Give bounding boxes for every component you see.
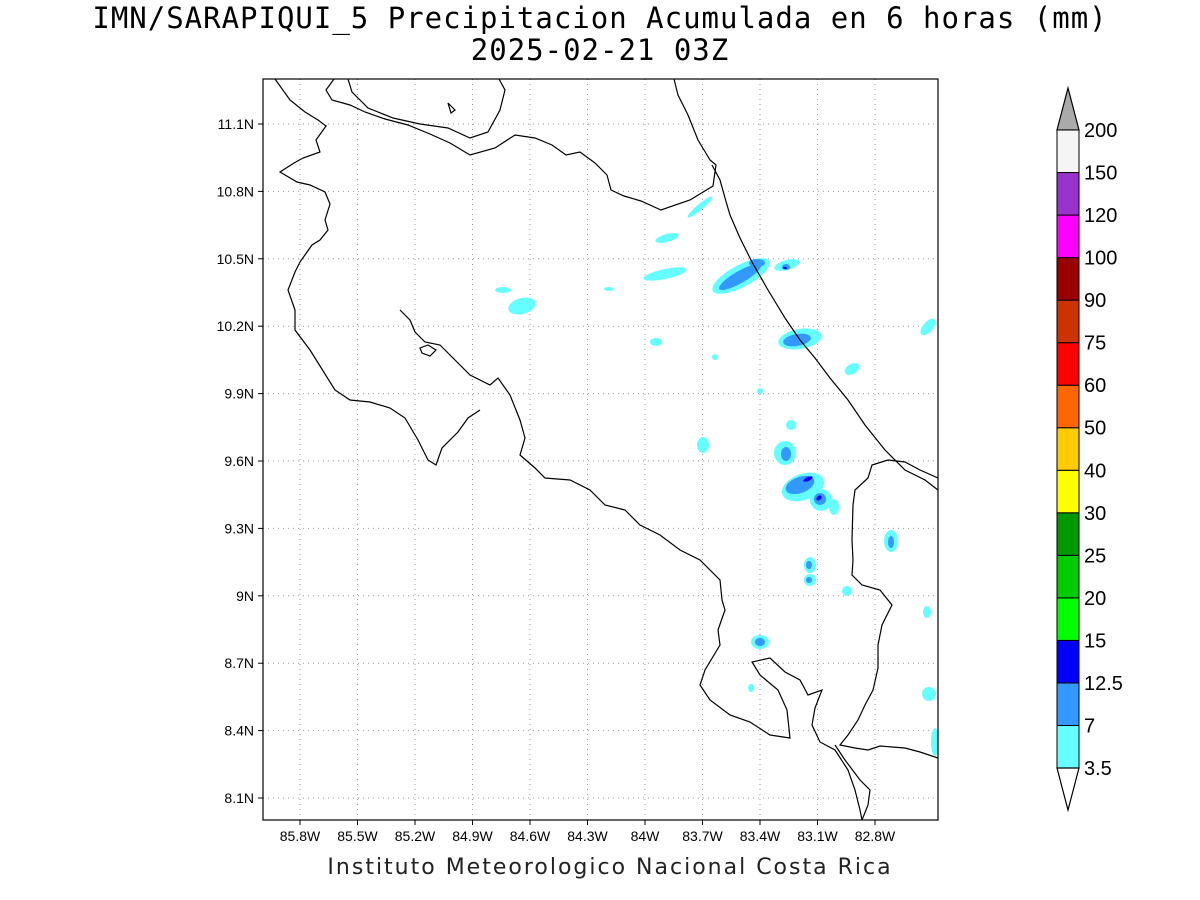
colorbar-legend: 3.5 7 12.5 15 20 25 30 40 50 60 75 90 100 120 150 200 xyxy=(1056,85,1123,813)
colorbar-swatch xyxy=(1056,129,1080,174)
colorbar-level-label: 60 xyxy=(1084,375,1106,397)
colorbar-swatch xyxy=(1056,342,1080,386)
y-tick-label: 11.1N xyxy=(218,116,254,132)
longitude-axis: 85.8W 85.5W 85.2W 84.9W 84.6W 84.3W 84W 83.7W 83… xyxy=(280,820,896,844)
colorbar-level-label: 25 xyxy=(1084,545,1106,567)
map-valid-time: 2025-02-21 03Z xyxy=(470,33,730,67)
panama-border xyxy=(838,459,938,759)
x-tick-label: 84W xyxy=(631,828,661,844)
colorbar-swatch xyxy=(1056,299,1080,344)
y-tick-label: 10.2N xyxy=(217,318,254,334)
colorbar-level-label: 40 xyxy=(1084,460,1106,482)
y-tick-label: 10.8N xyxy=(217,183,254,199)
y-tick-label: 9.9N xyxy=(224,386,254,402)
colorbar-swatch xyxy=(1056,469,1080,514)
coastline-borders xyxy=(274,79,938,820)
nicoya-gulf-coast xyxy=(399,309,863,820)
x-tick-label: 83.1W xyxy=(797,828,838,844)
nicoya-island xyxy=(419,344,437,357)
colorbar-level-label: 90 xyxy=(1084,290,1106,312)
colorbar-level-label: 200 xyxy=(1084,120,1117,142)
colorbar-level-label: 100 xyxy=(1084,248,1117,270)
colorbar-swatch xyxy=(1056,384,1080,429)
colorbar-level-label: 75 xyxy=(1084,333,1106,355)
y-tick-label: 8.1N xyxy=(224,790,254,806)
y-tick-label: 9N xyxy=(236,588,254,604)
colorbar-level-label: 3.5 xyxy=(1084,758,1112,780)
nicaragua-border xyxy=(325,79,717,211)
x-tick-label: 83.4W xyxy=(740,828,781,844)
x-tick-label: 84.9W xyxy=(452,828,493,844)
x-tick-label: 85.8W xyxy=(280,828,321,844)
x-tick-label: 83.7W xyxy=(682,828,723,844)
lake-nicaragua-shore xyxy=(347,79,506,139)
colorbar-swatch xyxy=(1056,512,1080,556)
colorbar-level-label: 7 xyxy=(1084,715,1095,737)
colorbar-level-label: 50 xyxy=(1084,418,1106,440)
osa-peninsula-border xyxy=(834,744,871,820)
colorbar-swatch xyxy=(1056,597,1080,641)
precip-12p5mm-areas xyxy=(783,267,822,501)
colorbar-level-label: 15 xyxy=(1084,630,1106,652)
map-title: IMN/SARAPIQUI_5 Precipitacion Acumulada … xyxy=(92,1,1108,35)
colorbar-swatch xyxy=(1056,554,1080,599)
colorbar-top-arrow xyxy=(1056,85,1080,131)
y-tick-label: 9.6N xyxy=(224,453,254,469)
latitude-axis: 11.1N 10.8N 10.5N 10.2N 9.9N 9.6N 9.3N 9N 8.7N 8.… xyxy=(217,116,263,806)
colorbar-swatch xyxy=(1056,214,1080,259)
map-frame xyxy=(262,78,939,821)
colorbar-swatch xyxy=(1056,427,1080,471)
y-tick-label: 8.4N xyxy=(224,723,254,739)
colorbar-swatch xyxy=(1056,682,1080,726)
colorbar-bottom-arrow xyxy=(1056,767,1080,813)
x-tick-label: 85.2W xyxy=(395,828,436,844)
x-tick-label: 82.8W xyxy=(855,828,896,844)
y-tick-label: 10.5N xyxy=(217,251,254,267)
y-tick-label: 8.7N xyxy=(224,655,254,671)
colorbar-swatch xyxy=(1056,724,1080,769)
colorbar-level-label: 120 xyxy=(1084,205,1117,227)
colorbar-level-label: 12.5 xyxy=(1084,673,1123,695)
lake-island xyxy=(447,102,456,114)
colorbar-level-label: 30 xyxy=(1084,503,1106,525)
institution-credit: Instituto Meteorologico Nacional Costa R… xyxy=(327,855,893,880)
x-tick-label: 84.3W xyxy=(567,828,608,844)
colorbar-swatch xyxy=(1056,257,1080,301)
colorbar-swatch xyxy=(1056,639,1080,684)
map-background xyxy=(263,79,938,820)
x-tick-label: 85.5W xyxy=(337,828,378,844)
pacific-coast-north xyxy=(274,79,481,466)
colorbar-swatch xyxy=(1056,172,1080,216)
y-tick-label: 9.3N xyxy=(224,520,254,536)
x-tick-label: 84.6W xyxy=(510,828,551,844)
colorbar-level-label: 150 xyxy=(1084,163,1117,185)
caribbean-coast xyxy=(711,164,938,491)
colorbar-level-label: 20 xyxy=(1084,588,1106,610)
